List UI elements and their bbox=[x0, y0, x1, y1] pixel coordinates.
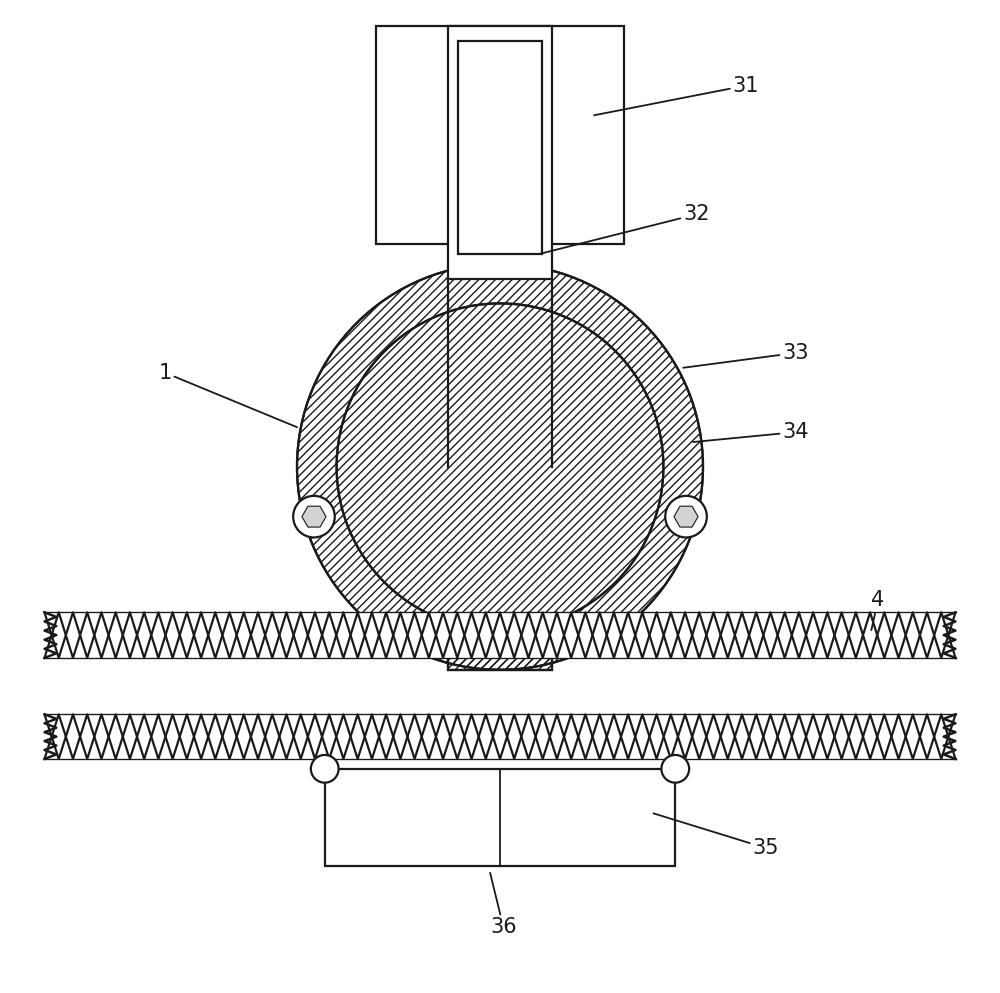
Text: 1: 1 bbox=[158, 362, 297, 427]
Text: 31: 31 bbox=[594, 75, 759, 115]
Circle shape bbox=[665, 496, 707, 537]
Bar bbox=[448, 264, 552, 279]
Circle shape bbox=[311, 755, 339, 782]
Polygon shape bbox=[302, 506, 326, 527]
Bar bbox=[5, 613, 995, 658]
Circle shape bbox=[337, 304, 663, 631]
Bar bbox=[448, 613, 552, 670]
Text: 34: 34 bbox=[693, 422, 809, 442]
Text: 35: 35 bbox=[653, 813, 779, 858]
Bar bbox=[325, 769, 675, 866]
Circle shape bbox=[297, 264, 703, 670]
Circle shape bbox=[661, 755, 689, 782]
Bar bbox=[448, 613, 552, 670]
Circle shape bbox=[293, 496, 335, 537]
Text: 4: 4 bbox=[871, 591, 885, 631]
Bar bbox=[376, 26, 624, 244]
Text: 32: 32 bbox=[540, 205, 710, 254]
Bar bbox=[448, 26, 552, 279]
Bar bbox=[458, 41, 542, 254]
Text: 36: 36 bbox=[490, 873, 517, 937]
Polygon shape bbox=[674, 506, 698, 527]
Bar bbox=[5, 714, 995, 759]
Text: 33: 33 bbox=[683, 343, 809, 367]
